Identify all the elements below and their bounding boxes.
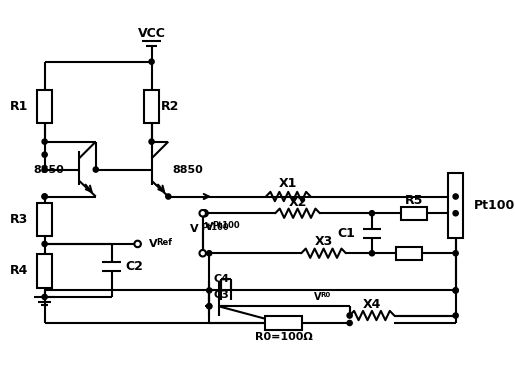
- Text: Pt100: Pt100: [212, 221, 239, 230]
- Text: C2: C2: [126, 260, 143, 273]
- Circle shape: [134, 241, 141, 247]
- Circle shape: [201, 210, 208, 217]
- Circle shape: [369, 251, 374, 256]
- Text: X4: X4: [363, 298, 381, 311]
- Circle shape: [369, 211, 374, 216]
- Text: X3: X3: [315, 234, 333, 248]
- Text: V: V: [191, 224, 199, 234]
- Text: V: V: [149, 239, 158, 249]
- Circle shape: [453, 288, 458, 293]
- Circle shape: [42, 194, 47, 199]
- Text: Pt100: Pt100: [474, 199, 515, 212]
- Bar: [37, 90, 52, 123]
- Circle shape: [42, 139, 47, 144]
- Bar: [37, 203, 52, 236]
- Circle shape: [42, 241, 47, 247]
- Circle shape: [93, 167, 98, 172]
- Text: R0: R0: [320, 292, 330, 298]
- Circle shape: [207, 304, 212, 309]
- Bar: [396, 247, 422, 260]
- Circle shape: [453, 194, 458, 199]
- Bar: [37, 254, 52, 288]
- Circle shape: [42, 152, 47, 157]
- Text: R4: R4: [9, 264, 28, 277]
- Text: Ref: Ref: [156, 238, 172, 247]
- Circle shape: [42, 167, 47, 172]
- Bar: [401, 207, 427, 220]
- Circle shape: [453, 313, 458, 318]
- Circle shape: [207, 288, 212, 293]
- Text: VCC: VCC: [138, 27, 165, 40]
- Circle shape: [199, 250, 206, 256]
- Circle shape: [149, 139, 154, 144]
- Text: 8850: 8850: [33, 165, 64, 174]
- Text: C1: C1: [337, 227, 355, 240]
- Text: V: V: [314, 292, 322, 302]
- Circle shape: [207, 251, 212, 256]
- Circle shape: [347, 320, 352, 326]
- Text: V: V: [204, 222, 213, 232]
- Text: R1: R1: [9, 100, 28, 113]
- Circle shape: [453, 211, 458, 216]
- Text: R0=100Ω: R0=100Ω: [255, 332, 313, 342]
- Circle shape: [42, 194, 47, 199]
- Circle shape: [453, 288, 458, 293]
- Text: R3: R3: [10, 213, 28, 226]
- Text: X1: X1: [279, 177, 298, 190]
- Circle shape: [199, 210, 206, 217]
- Text: C4: C4: [214, 274, 230, 284]
- Text: Pt100: Pt100: [201, 223, 229, 232]
- Circle shape: [166, 194, 171, 199]
- Bar: [144, 90, 159, 123]
- Bar: [265, 315, 302, 331]
- Circle shape: [453, 251, 458, 256]
- Circle shape: [42, 294, 47, 299]
- Text: C3: C3: [214, 290, 230, 300]
- Circle shape: [149, 59, 154, 64]
- Text: R5: R5: [405, 194, 423, 207]
- Bar: [448, 173, 463, 238]
- Circle shape: [207, 304, 212, 309]
- Circle shape: [347, 313, 352, 318]
- Text: R2: R2: [161, 100, 179, 113]
- Text: 8850: 8850: [172, 165, 203, 174]
- Text: X2: X2: [288, 196, 307, 209]
